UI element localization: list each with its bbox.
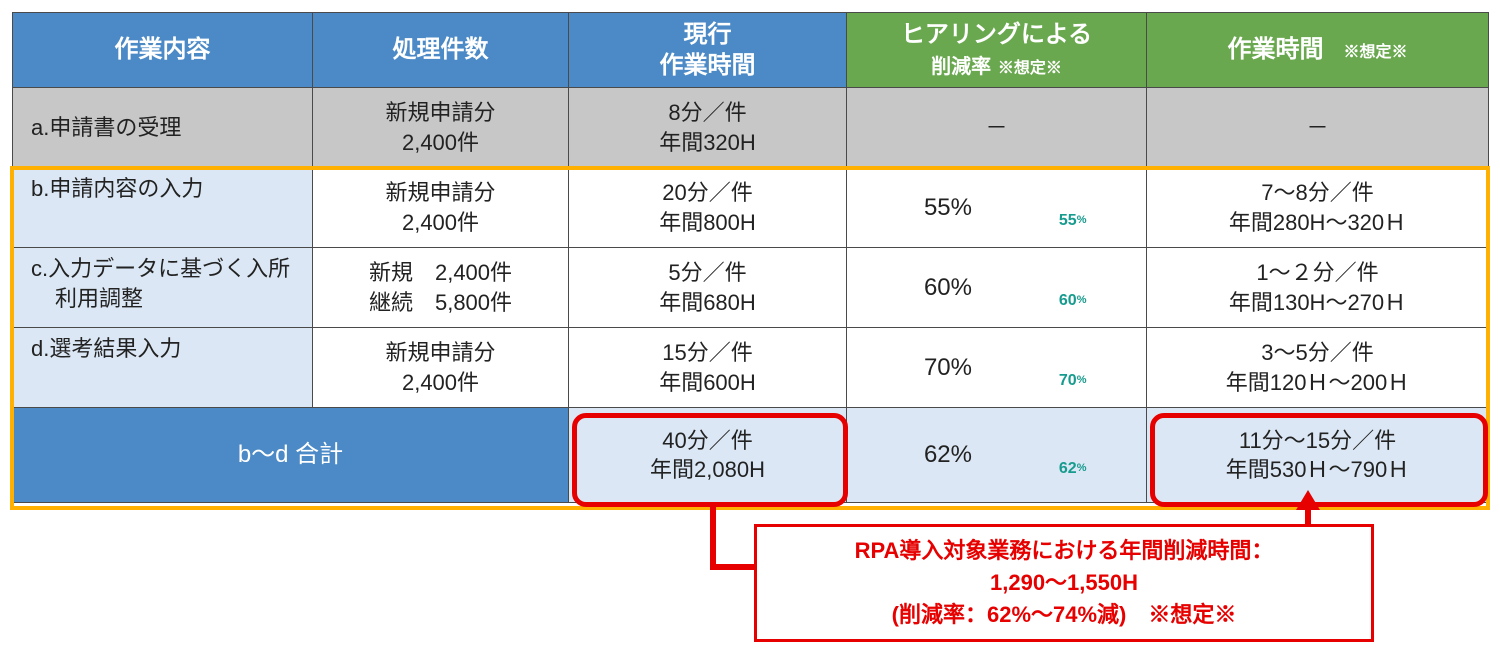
hdr-result: 作業時間 ※想定※ xyxy=(1147,13,1489,88)
table-row-total: b～d 合計 40分／件 年間2,080H 62% 62% 11分～15分／件 … xyxy=(13,408,1489,503)
row-b-label: b.申請内容の入力 xyxy=(13,168,313,248)
row-a-result: － xyxy=(1147,88,1489,168)
table-row: a.申請書の受理 新規申請分 2,400件 8分／件 年間320H － － xyxy=(13,88,1489,168)
row-d-rate: 70% 70% xyxy=(847,328,1147,408)
row-a-count: 新規申請分 2,400件 xyxy=(313,88,569,168)
hdr-reduction-l2: 削減率 xyxy=(931,56,991,78)
row-c-current: 5分／件 年間680H xyxy=(569,248,847,328)
hdr-content: 作業内容 xyxy=(13,13,313,88)
connector xyxy=(1305,507,1311,527)
callout-box: RPA導入対象業務における年間削減時間： 1,290～1,550H (削減率：6… xyxy=(754,524,1374,642)
table-row: d.選考結果入力 新規申請分 2,400件 15分／件 年間600H 70% 7… xyxy=(13,328,1489,408)
connector xyxy=(710,564,754,570)
hdr-current-l2: 作業時間 xyxy=(660,52,756,79)
row-c-rate: 60% 60% xyxy=(847,248,1147,328)
hdr-result-note: ※想定※ xyxy=(1344,44,1408,61)
row-a-label: a.申請書の受理 xyxy=(13,88,313,168)
table-row: b.申請内容の入力 新規申請分 2,400件 20分／件 年間800H 55% … xyxy=(13,168,1489,248)
hdr-reduction-note: ※想定※ xyxy=(998,60,1062,77)
connector xyxy=(710,507,716,570)
hdr-content-text: 作業内容 xyxy=(115,36,211,63)
row-c-count: 新規 2,400件 継続 5,800件 xyxy=(313,248,569,328)
row-total-rate: 62% 62% xyxy=(847,408,1147,503)
arrow-up-icon xyxy=(1296,490,1320,510)
row-b-count: 新規申請分 2,400件 xyxy=(313,168,569,248)
row-d-current: 15分／件 年間600H xyxy=(569,328,847,408)
hdr-count: 処理件数 xyxy=(313,13,569,88)
row-b-current: 20分／件 年間800H xyxy=(569,168,847,248)
hdr-count-text: 処理件数 xyxy=(393,36,489,63)
callout-l2: 1,290～1,550H xyxy=(769,567,1359,599)
row-d-label: d.選考結果入力 xyxy=(13,328,313,408)
callout-l1: RPA導入対象業務における年間削減時間： xyxy=(769,535,1359,567)
row-total-current: 40分／件 年間2,080H xyxy=(569,408,847,503)
row-a-current: 8分／件 年間320H xyxy=(569,88,847,168)
row-total-result: 11分～15分／件 年間530Ｈ～790Ｈ xyxy=(1147,408,1489,503)
row-d-count: 新規申請分 2,400件 xyxy=(313,328,569,408)
hdr-current-l1: 現行 xyxy=(684,21,732,48)
hdr-current: 現行 作業時間 xyxy=(569,13,847,88)
row-b-result: 7～8分／件 年間280H～320Ｈ xyxy=(1147,168,1489,248)
hdr-result-text: 作業時間 xyxy=(1227,36,1323,63)
row-c-label: c.入力データに基づく入所 利用調整 xyxy=(13,248,313,328)
data-table-container: 作業内容 処理件数 現行 作業時間 ヒアリングによる 削減率 ※想定※ 作業時間… xyxy=(12,12,1488,503)
row-d-result: 3～5分／件 年間120Ｈ～200Ｈ xyxy=(1147,328,1489,408)
row-total-label: b～d 合計 xyxy=(13,408,569,503)
row-b-rate: 55% 55% xyxy=(847,168,1147,248)
work-table: 作業内容 処理件数 現行 作業時間 ヒアリングによる 削減率 ※想定※ 作業時間… xyxy=(12,12,1489,503)
table-row: c.入力データに基づく入所 利用調整 新規 2,400件 継続 5,800件 5… xyxy=(13,248,1489,328)
hdr-reduction-l1: ヒアリングによる xyxy=(901,21,1092,48)
hdr-reduction: ヒアリングによる 削減率 ※想定※ xyxy=(847,13,1147,88)
row-c-result: 1～２分／件 年間130H～270Ｈ xyxy=(1147,248,1489,328)
row-a-rate: － xyxy=(847,88,1147,168)
callout-l3: (削減率：62%～74%減) ※想定※ xyxy=(769,599,1359,631)
